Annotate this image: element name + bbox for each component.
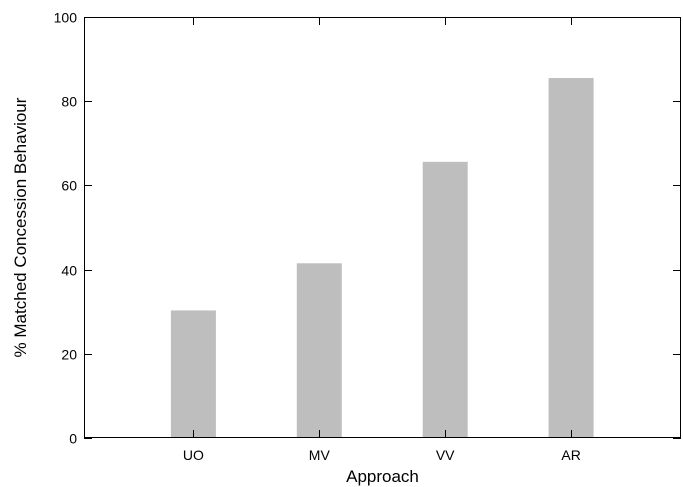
bar-uo — [170, 310, 216, 438]
y-tick-label: 60 — [61, 178, 77, 194]
y-tick-label: 100 — [54, 10, 78, 26]
x-axis: UO MV VV AR — [183, 17, 581, 463]
y-axis-title: % Matched Concession Behaviour — [11, 97, 30, 357]
x-axis-title: Approach — [346, 467, 419, 486]
bar-vv — [422, 161, 468, 438]
bar-mv — [296, 263, 342, 438]
x-tick-label: VV — [436, 447, 455, 463]
y-axis: 0 20 40 60 80 100 — [54, 10, 681, 447]
y-tick-label: 40 — [61, 263, 77, 279]
x-tick-label: MV — [309, 447, 331, 463]
y-tick-label: 80 — [61, 94, 77, 110]
plot-area-frame — [84, 17, 681, 438]
x-tick-label: AR — [561, 447, 580, 463]
x-tick-label: UO — [183, 447, 204, 463]
y-tick-label: 20 — [61, 347, 77, 363]
bar-ar — [548, 78, 594, 439]
y-tick-label: 0 — [69, 431, 77, 447]
bars — [170, 78, 594, 439]
